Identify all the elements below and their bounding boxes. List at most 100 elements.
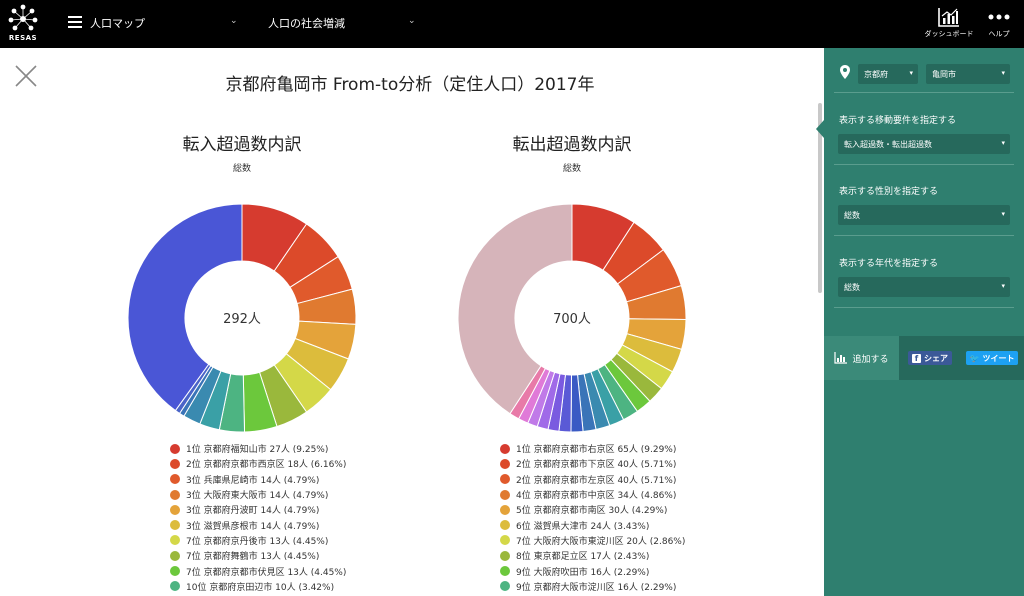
legend-item[interactable]: 3位 大阪府東大阪市 14人 (4.79%) bbox=[170, 487, 346, 502]
legend-label: 1位 京都府京都市右京区 65人 (9.29%) bbox=[516, 445, 677, 456]
legend-item[interactable]: 7位 大阪府大阪市東淀川区 20人 (2.86%) bbox=[500, 533, 685, 548]
legend-item[interactable]: 7位 京都府京都市伏見区 13人 (4.45%) bbox=[170, 563, 346, 578]
legend-color-dot bbox=[170, 458, 180, 469]
facebook-icon: f bbox=[912, 353, 921, 363]
chart-title-outflow: 転出超過数内訳 bbox=[512, 135, 632, 155]
donut-slice[interactable] bbox=[127, 203, 243, 412]
legend-item[interactable]: 5位 京都府京都市南区 30人 (4.29%) bbox=[500, 502, 685, 517]
legend-item[interactable]: 7位 京都府舞鶴市 13人 (4.45%) bbox=[170, 548, 346, 563]
legend-color-dot bbox=[170, 504, 180, 515]
legend-item[interactable]: 6位 滋賀県大津市 24人 (3.43%) bbox=[500, 517, 685, 532]
gender-label: 表示する性別を指定する bbox=[839, 187, 939, 197]
dashboard-label: ダッシュボード bbox=[924, 30, 974, 38]
move-requirement-value: 転入超過数・転出超過数 bbox=[844, 140, 932, 149]
add-label: 追加する bbox=[852, 354, 889, 365]
dashboard-icon bbox=[938, 8, 959, 27]
sidebar-arrow bbox=[816, 120, 824, 138]
resas-logo-icon bbox=[8, 4, 38, 31]
help-label: ヘルプ bbox=[988, 30, 1010, 38]
legend-color-dot bbox=[500, 566, 510, 577]
legend-item[interactable]: 3位 兵庫県尼崎市 14人 (4.79%) bbox=[170, 472, 346, 487]
legend-item[interactable]: 9位 大阪府吹田市 16人 (2.29%) bbox=[500, 563, 685, 578]
donut-chart-outflow: 700人 bbox=[457, 203, 687, 433]
legend-label: 7位 京都府舞鶴市 13人 (4.45%) bbox=[186, 552, 320, 563]
legend-label: 8位 東京都足立区 17人 (2.43%) bbox=[516, 552, 650, 563]
page-title: 京都府亀岡市 From-to分析（定住人口）2017年 bbox=[225, 75, 595, 95]
city-select[interactable]: 亀岡市 ▾ bbox=[926, 64, 1010, 84]
divider bbox=[834, 92, 1014, 93]
twitter-tweet-button[interactable]: 🐦 ツイート bbox=[966, 351, 1018, 365]
hamburger-menu-icon[interactable] bbox=[68, 16, 82, 28]
legend-item[interactable]: 1位 京都府福知山市 27人 (9.25%) bbox=[170, 441, 346, 456]
map-category-select[interactable]: 人口マップ bbox=[90, 17, 145, 30]
legend-label: 3位 大阪府東大阪市 14人 (4.79%) bbox=[186, 491, 329, 502]
location-pin-icon bbox=[840, 65, 850, 79]
legend-item[interactable]: 10位 京都府京田辺市 10人 (3.42%) bbox=[170, 579, 346, 594]
logo-text: RESAS bbox=[8, 34, 38, 42]
legend-label: 2位 京都府京都市下京区 40人 (5.71%) bbox=[516, 460, 677, 471]
gender-value: 総数 bbox=[844, 211, 860, 220]
gender-select[interactable]: 総数 ▾ bbox=[838, 205, 1010, 225]
legend-item[interactable]: 7位 京都府京丹後市 13人 (4.45%) bbox=[170, 533, 346, 548]
donut-center-total: 292人 bbox=[223, 312, 261, 327]
legend-color-dot bbox=[170, 520, 180, 531]
legend-color-dot bbox=[500, 489, 510, 500]
city-value: 亀岡市 bbox=[932, 70, 956, 79]
divider bbox=[834, 307, 1014, 308]
top-header: RESAS 人口マップ ⌄ 人口の社会増減 ⌄ ダッシュボード ヘルプ bbox=[0, 0, 1024, 48]
legend-item[interactable]: 9位 京都府大阪市淀川区 16人 (2.29%) bbox=[500, 579, 685, 594]
legend-color-dot bbox=[500, 535, 510, 546]
add-to-dashboard-button[interactable]: 追加する bbox=[824, 336, 899, 380]
share-label: シェア bbox=[924, 353, 948, 363]
divider bbox=[834, 164, 1014, 165]
map-type-select[interactable]: 人口の社会増減 bbox=[268, 17, 345, 30]
legend-label: 6位 滋賀県大津市 24人 (3.43%) bbox=[516, 521, 650, 532]
age-select[interactable]: 総数 ▾ bbox=[838, 277, 1010, 297]
donut-chart-inflow: 292人 bbox=[127, 203, 357, 433]
legend-label: 2位 京都府京都市左京区 40人 (5.71%) bbox=[516, 475, 677, 486]
legend-item[interactable]: 1位 京都府京都市右京区 65人 (9.29%) bbox=[500, 441, 685, 456]
move-requirement-select[interactable]: 転入超過数・転出超過数 ▾ bbox=[838, 134, 1010, 154]
legend-label: 3位 滋賀県彦根市 14人 (4.79%) bbox=[186, 521, 320, 532]
legend-item[interactable]: 8位 東京都足立区 17人 (2.43%) bbox=[500, 548, 685, 563]
legend-item[interactable]: 2位 京都府京都市西京区 18人 (6.16%) bbox=[170, 456, 346, 471]
settings-sidebar: 京都府 ▾ 亀岡市 ▾ 表示する移動要件を指定する 転入超過数・転出超過数 ▾ 表示す… bbox=[816, 48, 1024, 596]
action-bar: 追加する f シェア 🐦 ツイート bbox=[824, 336, 1024, 380]
twitter-icon: 🐦 bbox=[969, 353, 980, 363]
caret-down-icon: ▾ bbox=[1001, 69, 1005, 77]
legend-label: 7位 京都府京丹後市 13人 (4.45%) bbox=[186, 536, 329, 547]
donut-center-total: 700人 bbox=[553, 312, 591, 327]
legend-color-dot bbox=[170, 550, 180, 561]
legend-label: 5位 京都府京都市南区 30人 (4.29%) bbox=[516, 506, 668, 517]
legend-label: 4位 京都府京都市中京区 34人 (4.86%) bbox=[516, 491, 677, 502]
legend-label: 7位 大阪府大阪市東淀川区 20人 (2.86%) bbox=[516, 536, 686, 547]
legend-color-dot bbox=[500, 504, 510, 515]
chevron-down-icon[interactable]: ⌄ bbox=[408, 16, 416, 26]
legend-label: 2位 京都府京都市西京区 18人 (6.16%) bbox=[186, 460, 347, 471]
legend-item[interactable]: 3位 滋賀県彦根市 14人 (4.79%) bbox=[170, 517, 346, 532]
age-label: 表示する年代を指定する bbox=[839, 259, 939, 269]
dashboard-button[interactable]: ダッシュボード bbox=[924, 5, 974, 39]
legend-item[interactable]: 3位 京都府丹波町 14人 (4.79%) bbox=[170, 502, 346, 517]
caret-down-icon: ▾ bbox=[909, 69, 913, 77]
legend-color-dot bbox=[170, 581, 180, 592]
caret-down-icon: ▾ bbox=[1001, 139, 1005, 147]
resas-logo[interactable]: RESAS bbox=[6, 3, 40, 45]
legend-item[interactable]: 2位 京都府京都市左京区 40人 (5.71%) bbox=[500, 472, 685, 487]
prefecture-value: 京都府 bbox=[864, 70, 888, 79]
legend-color-dot bbox=[170, 489, 180, 500]
chevron-down-icon[interactable]: ⌄ bbox=[230, 16, 238, 26]
legend-item[interactable]: 2位 京都府京都市下京区 40人 (5.71%) bbox=[500, 456, 685, 471]
help-button[interactable]: ヘルプ bbox=[982, 5, 1016, 39]
facebook-share-button[interactable]: f シェア bbox=[908, 351, 952, 365]
legend-color-dot bbox=[170, 566, 180, 577]
prefecture-select[interactable]: 京都府 ▾ bbox=[858, 64, 918, 84]
legend-color-dot bbox=[500, 443, 510, 454]
close-icon[interactable] bbox=[14, 64, 38, 88]
legend-color-dot bbox=[170, 535, 180, 546]
chart-title-inflow: 転入超過数内訳 bbox=[182, 135, 302, 155]
donut-slice[interactable] bbox=[457, 203, 573, 415]
scrollbar[interactable] bbox=[818, 103, 822, 293]
legend-color-dot bbox=[500, 550, 510, 561]
legend-item[interactable]: 4位 京都府京都市中京区 34人 (4.86%) bbox=[500, 487, 685, 502]
